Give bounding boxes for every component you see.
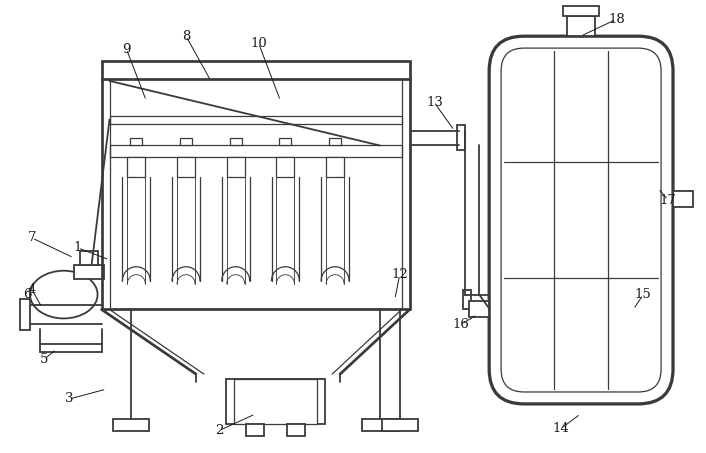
Bar [457, 125, 465, 150]
Text: 1: 1 [73, 241, 82, 255]
Text: 7: 7 [28, 231, 36, 245]
Text: 8: 8 [182, 30, 190, 43]
Bar [226, 379, 325, 424]
Bar [109, 145, 402, 158]
Bar [234, 379, 317, 424]
Text: 2: 2 [215, 424, 223, 437]
Text: 16: 16 [453, 318, 469, 331]
Bar [246, 424, 263, 436]
Text: 10: 10 [250, 37, 267, 50]
Bar [177, 158, 195, 177]
Text: 12: 12 [391, 268, 408, 281]
Text: 13: 13 [426, 96, 443, 109]
Bar [277, 158, 294, 177]
Bar [673, 191, 693, 207]
FancyBboxPatch shape [489, 36, 673, 404]
Text: 9: 9 [122, 43, 131, 56]
Bar [287, 424, 305, 436]
Text: 5: 5 [40, 353, 48, 366]
Bar [20, 299, 30, 330]
Bar [469, 301, 489, 317]
Bar [227, 158, 245, 177]
Bar [180, 138, 192, 145]
Bar [280, 138, 292, 145]
FancyBboxPatch shape [501, 48, 661, 392]
Bar [109, 116, 402, 124]
Bar [229, 138, 241, 145]
Bar [567, 16, 595, 36]
Text: 4: 4 [28, 283, 36, 296]
Bar [463, 289, 472, 309]
Text: 6: 6 [23, 288, 31, 301]
Bar [127, 158, 145, 177]
Bar [362, 419, 397, 431]
Bar [563, 6, 599, 16]
Text: 3: 3 [66, 392, 74, 405]
Bar [40, 344, 102, 352]
Text: 15: 15 [635, 288, 652, 301]
Bar [326, 158, 344, 177]
Text: 14: 14 [552, 422, 569, 435]
Bar [114, 419, 149, 431]
Bar [131, 138, 143, 145]
Text: 17: 17 [659, 194, 676, 207]
Bar [102, 61, 409, 79]
Ellipse shape [30, 271, 97, 318]
Bar [73, 265, 104, 279]
Bar [80, 251, 97, 265]
Bar [329, 138, 341, 145]
Text: 18: 18 [608, 13, 625, 26]
Bar [382, 419, 418, 431]
